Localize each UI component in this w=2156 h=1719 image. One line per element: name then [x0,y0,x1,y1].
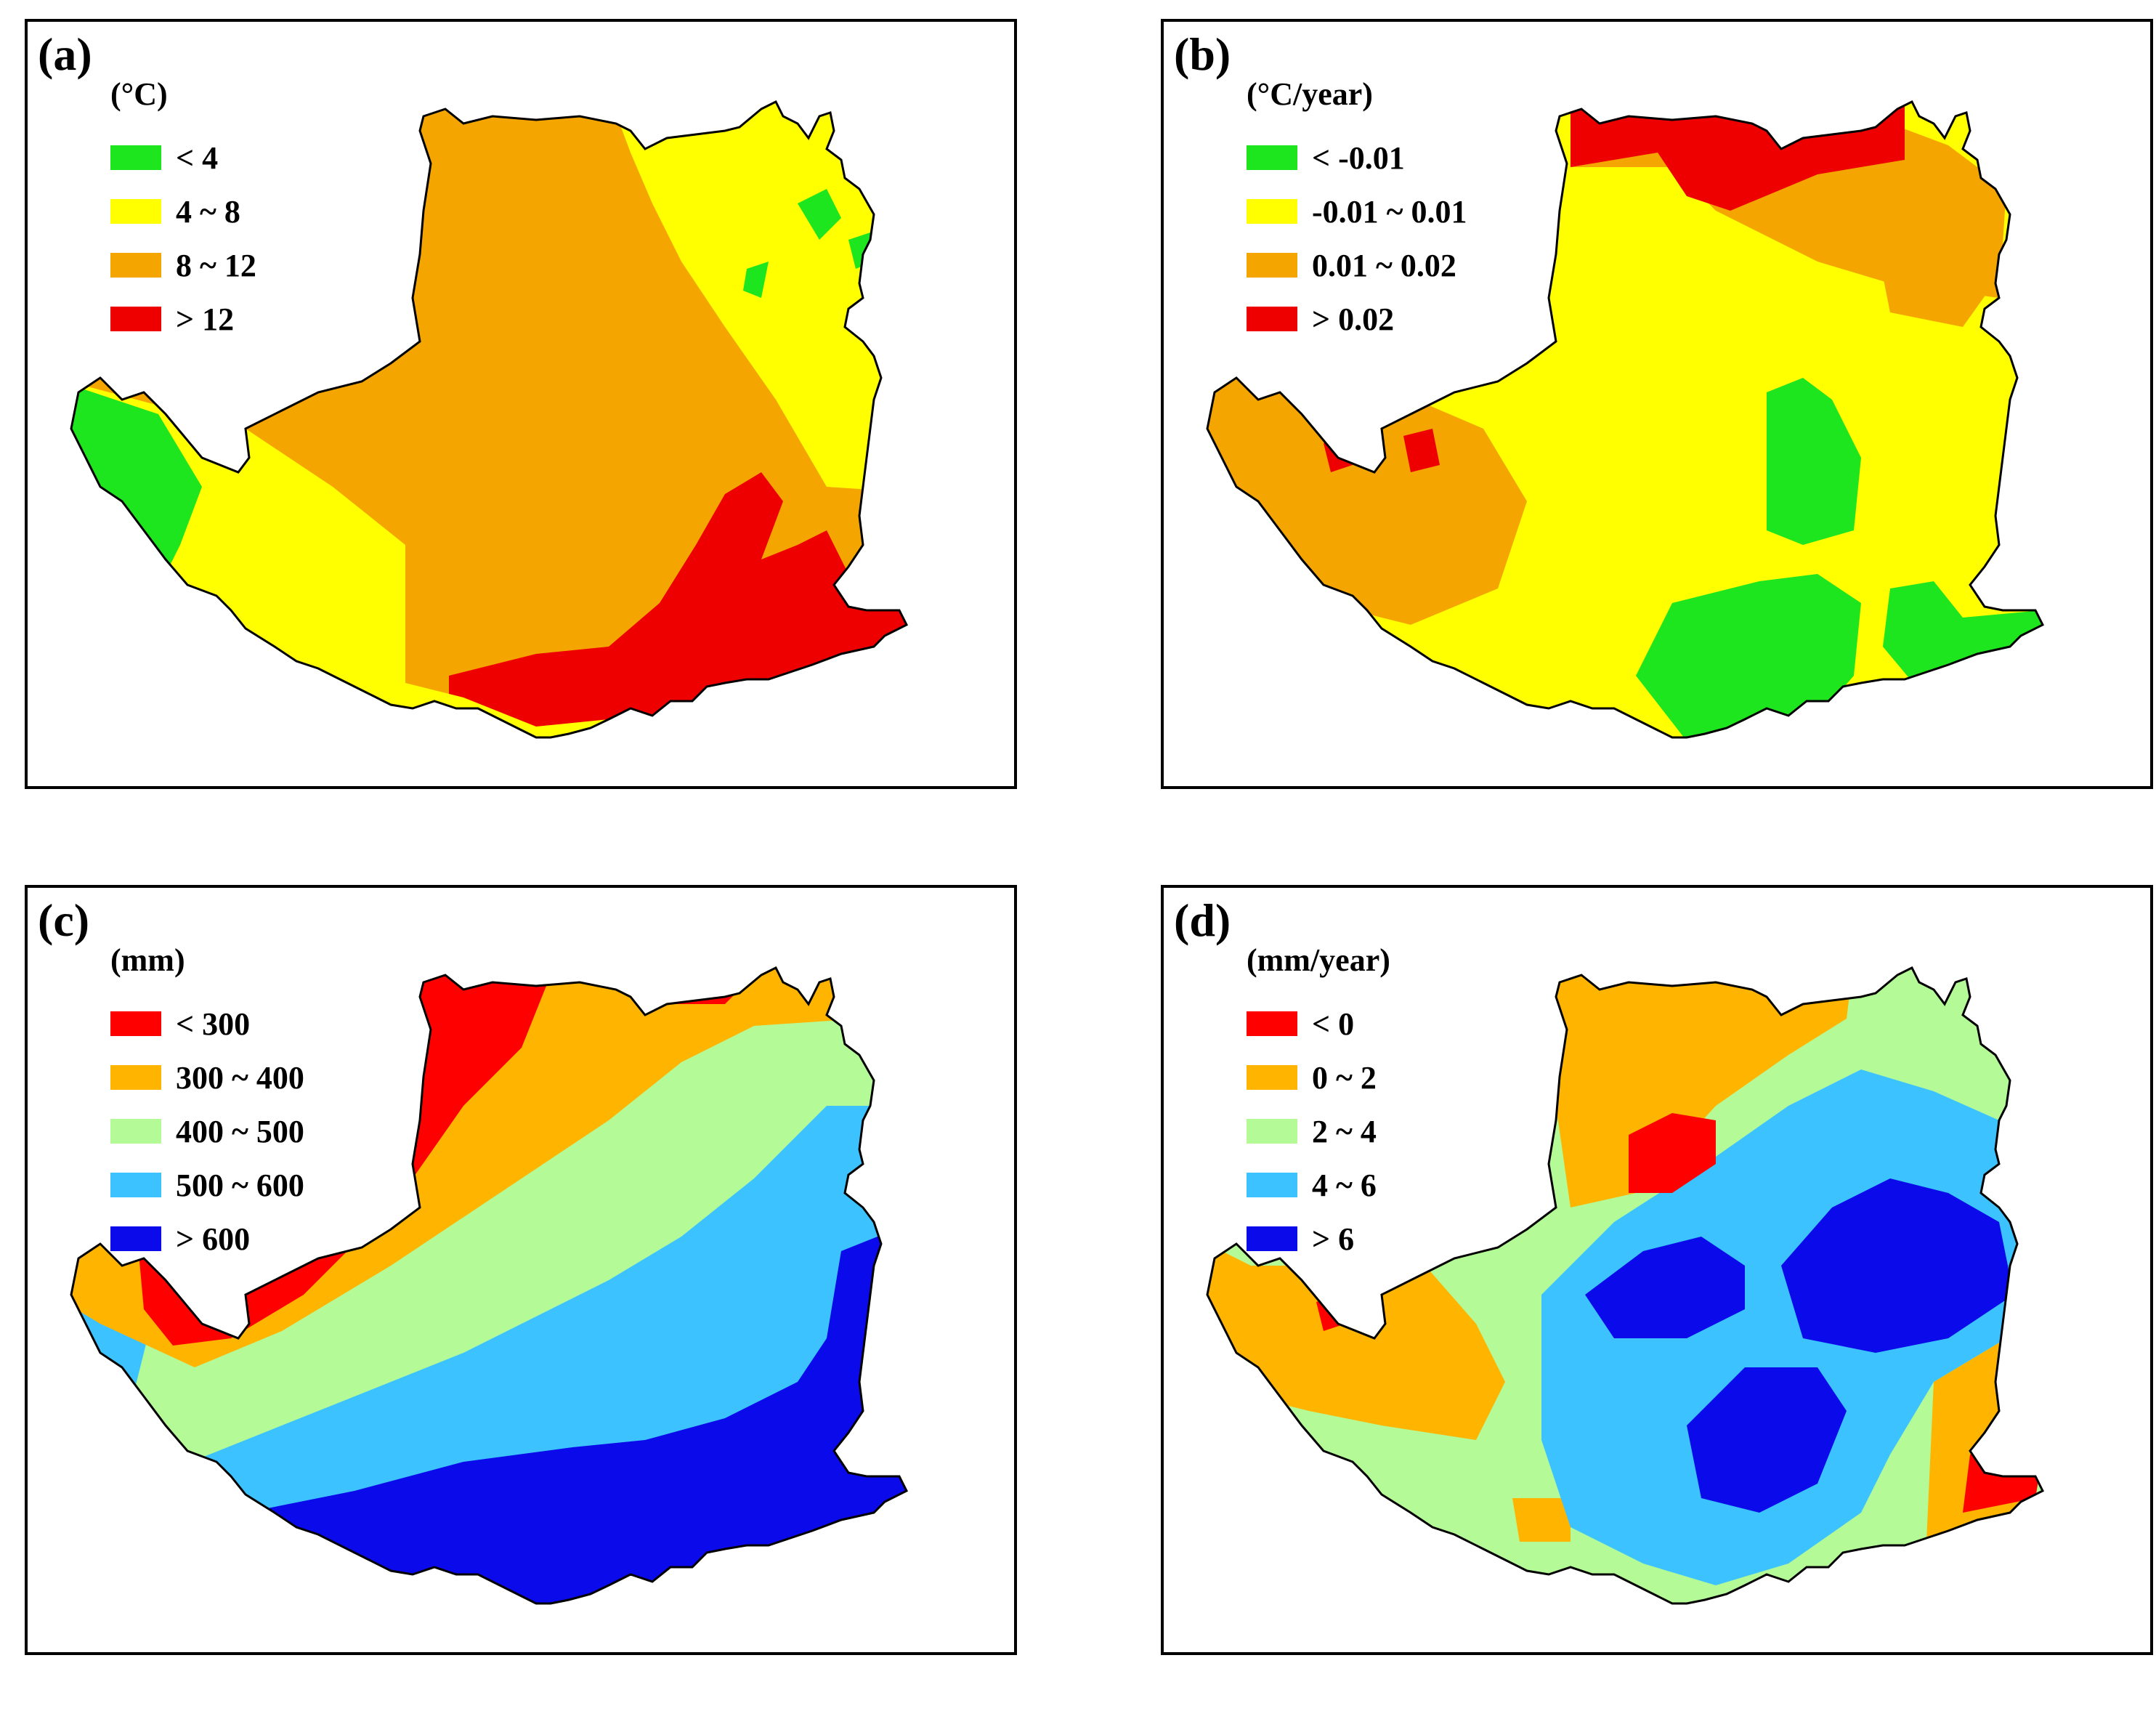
zone-yellow-north [609,102,907,494]
zone-green-south [1636,574,1861,737]
zone-darkblue-west [1585,1237,1745,1338]
legend-item: > 12 [110,292,256,346]
legend-item: 300 ~ 400 [110,1051,304,1104]
legend-label: 400 ~ 500 [176,1113,304,1149]
legend-label: 0 ~ 2 [1312,1059,1377,1096]
legend-item: 0 ~ 2 [1247,1051,1377,1104]
legend-swatch [110,1011,161,1036]
zone-red-north [1629,1113,1716,1193]
legend-unit: (°C) [110,76,168,112]
legend-swatch [1247,1173,1297,1197]
legend: < -0.01 -0.01 ~ 0.01 0.01 ~ 0.02 > 0.02 [1247,131,1467,346]
legend-swatch [110,145,161,170]
zone-green-ne-1 [798,189,841,240]
legend: < 300 300 ~ 400 400 ~ 500 500 ~ 600 > 60… [110,997,304,1266]
legend-item: > 6 [1247,1212,1377,1266]
zone-green-ne-3 [743,262,769,298]
legend-swatch [1247,1011,1297,1036]
panel-a-mean-temperature: (a) (°C) < 4 4 ~ 8 8 ~ 12 > 12 [25,19,1017,789]
legend-label: < 4 [176,139,219,176]
legend-item: > 600 [110,1212,304,1266]
legend-item: < 0 [1247,997,1377,1051]
legend-swatch [110,1065,161,1090]
zone-green-west [71,371,202,603]
panel-label: (b) [1174,28,1231,80]
legend-swatch [110,1119,161,1144]
legend-label: 2 ~ 4 [1312,1113,1377,1149]
legend-label: 300 ~ 400 [176,1059,304,1096]
legend-swatch [110,1173,161,1197]
legend-label: > 0.02 [1312,301,1395,337]
panel-label: (c) [38,894,90,946]
legend-item: < 4 [110,131,256,185]
legend-item: 400 ~ 500 [110,1104,304,1158]
legend-item: -0.01 ~ 0.01 [1247,185,1467,238]
legend-swatch [110,253,161,278]
legend-unit: (mm/year) [1247,942,1390,978]
legend-unit: (mm) [110,942,185,978]
legend-label: > 12 [176,301,235,337]
legend-swatch [1247,199,1297,224]
legend-swatch [1247,1119,1297,1144]
legend-label: 4 ~ 8 [176,193,240,230]
zone-orange-east [1876,232,1999,327]
legend-label: < -0.01 [1312,139,1405,176]
legend-swatch [1247,1226,1297,1251]
panel-label: (a) [38,28,92,80]
legend-swatch [1247,253,1297,278]
legend: < 0 0 ~ 2 2 ~ 4 4 ~ 6 > 6 [1247,997,1377,1266]
legend-item: 0.01 ~ 0.02 [1247,238,1467,292]
legend-unit: (°C/year) [1247,76,1373,112]
legend-item: 2 ~ 4 [1247,1104,1377,1158]
legend-swatch [1247,145,1297,170]
map-c [70,966,908,1605]
legend: < 4 4 ~ 8 8 ~ 12 > 12 [110,131,256,346]
zone-orange-south [1512,1498,1571,1542]
legend-swatch [110,307,161,331]
legend-swatch [1247,1065,1297,1090]
zone-orange-west [1207,371,1527,625]
legend-swatch [1247,307,1297,331]
legend-label: < 0 [1312,1006,1355,1042]
legend-swatch [110,199,161,224]
zone-darkblue-south [1687,1367,1847,1513]
map-a [70,100,908,739]
legend-label: -0.01 ~ 0.01 [1312,193,1467,230]
legend-item: 4 ~ 8 [110,185,256,238]
legend-swatch [110,1226,161,1251]
legend-label: > 600 [176,1221,251,1257]
legend-label: 4 ~ 6 [1312,1167,1377,1203]
legend-item: 4 ~ 6 [1247,1158,1377,1212]
legend-item: 8 ~ 12 [110,238,256,292]
panel-b-temperature-trend: (b) (°C/year) < -0.01 -0.01 ~ 0.01 0.01 … [1161,19,2153,789]
legend-label: 8 ~ 12 [176,247,256,283]
panel-d-precipitation-trend: (d) (mm/year) < 0 0 ~ 2 2 ~ 4 4 ~ 6 > 6 [1161,885,2153,1655]
panel-c-precipitation: (c) (mm) < 300 300 ~ 400 400 ~ 500 500 ~… [25,885,1017,1655]
map-b [1206,100,2044,739]
legend-label: > 6 [1312,1221,1355,1257]
panel-label: (d) [1174,894,1231,946]
legend-item: < 300 [110,997,304,1051]
legend-label: < 300 [176,1006,251,1042]
zone-green-center [1767,378,1861,545]
legend-item: < -0.01 [1247,131,1467,185]
zone-red-west-2 [1403,429,1440,472]
legend-item: > 0.02 [1247,292,1467,346]
legend-label: 500 ~ 600 [176,1167,304,1203]
map-d [1206,966,2044,1605]
legend-item: 500 ~ 600 [110,1158,304,1212]
legend-label: 0.01 ~ 0.02 [1312,247,1456,283]
zone-darkblue-east [1781,1178,2014,1353]
